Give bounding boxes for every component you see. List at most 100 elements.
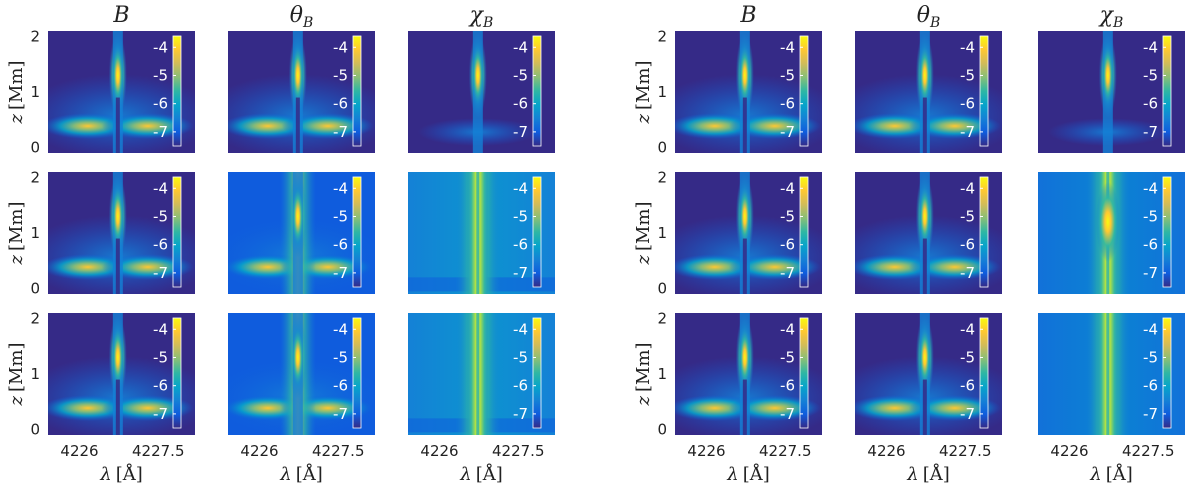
colorbar-tick-label: -6 <box>513 236 528 254</box>
colorbar-tick-label: -7 <box>1143 264 1158 282</box>
heatmap-dark-core <box>115 238 120 294</box>
colorbar <box>799 35 809 147</box>
heatmap-panel-g2-r3-c1 <box>675 313 822 435</box>
colorbar-tick-label: -5 <box>780 66 795 84</box>
x-tick-label: 4227.5 <box>939 442 992 460</box>
colorbar-tick-label: -6 <box>333 95 348 113</box>
colorbar-tick-label: -5 <box>780 348 795 366</box>
colorbar-tick-label: -6 <box>333 236 348 254</box>
heatmap-right-wing <box>728 113 821 140</box>
heatmap-panel-g2-r3-c2 <box>855 313 1002 435</box>
heatmap-panel-g2-r1-c3 <box>1038 31 1185 153</box>
heatmap-panel-g2-r1-c1 <box>675 31 822 153</box>
heatmap-core-bright <box>918 327 931 388</box>
colorbar-tick-label: -6 <box>960 95 975 113</box>
heatmap-dark-core <box>742 379 747 435</box>
colorbar <box>1162 35 1172 147</box>
heatmap-core-bright <box>111 327 124 388</box>
x-tick-label: 4227.5 <box>312 442 365 460</box>
column-title: χB <box>468 3 494 31</box>
heatmap-panel-g2-r2-c2 <box>855 172 1002 294</box>
heatmap-dark-core <box>742 238 747 294</box>
colorbar-tick-label: -5 <box>333 348 348 366</box>
colorbar-tick-label: -7 <box>513 405 528 423</box>
colorbar-tick-label: -6 <box>780 95 795 113</box>
x-tick-label: 4226 <box>867 442 905 460</box>
colorbar-tick-label: -6 <box>1143 95 1158 113</box>
colorbar-tick-label: -5 <box>153 66 168 84</box>
column-title: θB <box>290 3 314 31</box>
y-tick-label: 1 <box>657 224 667 242</box>
colorbar <box>532 35 542 147</box>
colorbar-tick-label: -5 <box>1143 66 1158 84</box>
y-tick-label: 0 <box>657 138 667 156</box>
heatmap-core-bright <box>471 45 484 106</box>
heatmap-right-wing <box>101 113 194 140</box>
colorbar-tick-label: -5 <box>153 348 168 366</box>
colorbar-tick-label: -5 <box>333 66 348 84</box>
heatmap-panel-g2-r2-c1 <box>675 172 822 294</box>
colorbar-tick-label: -6 <box>960 236 975 254</box>
y-tick-label: 0 <box>30 420 40 438</box>
heatmap-panel-g1-r3-c2 <box>228 313 375 435</box>
colorbar-tick-label: -6 <box>153 95 168 113</box>
colorbar-tick-label: -5 <box>513 66 528 84</box>
y-tick-label: 1 <box>30 83 40 101</box>
y-tick-label: 1 <box>657 83 667 101</box>
heatmap-right-wing <box>728 395 821 422</box>
colorbar-tick-label: -7 <box>780 405 795 423</box>
colorbar-tick-label: -4 <box>513 320 528 338</box>
colorbar <box>979 317 989 429</box>
heatmap-core-bright <box>738 186 751 247</box>
x-tick-label: 4227.5 <box>1122 442 1175 460</box>
colorbar-tick-label: -5 <box>513 207 528 225</box>
colorbar-tick-label: -5 <box>1143 207 1158 225</box>
colorbar-tick-label: -4 <box>1143 38 1158 56</box>
heatmap-right-wing <box>281 113 374 140</box>
colorbar-tick-label: -4 <box>780 320 795 338</box>
heatmap-dark-core <box>115 97 120 153</box>
y-axis-label: z[Mm] <box>6 60 27 124</box>
y-axes: 012z[Mm]012z[Mm]012z[Mm]012z[Mm]012z[Mm]… <box>6 28 667 439</box>
colorbar <box>172 317 182 429</box>
heatmap-core-line <box>1106 313 1110 435</box>
x-axis-label: λ [Å] <box>279 463 322 485</box>
colorbar-tick-label: -4 <box>333 38 348 56</box>
colorbar-tick-label: -4 <box>960 38 975 56</box>
colorbar-tick-label: -4 <box>780 38 795 56</box>
y-tick-label: 2 <box>657 169 667 187</box>
y-axis-label: z[Mm] <box>633 201 654 265</box>
colorbar-tick-label: -7 <box>153 123 168 141</box>
x-tick-label: 4226 <box>60 442 98 460</box>
colorbar <box>172 176 182 288</box>
x-axes: 4226 4227.5λ [Å]4226 4227.5λ [Å]4226 4227.5λ[… <box>60 442 1174 485</box>
colorbar-tick-label: -7 <box>513 264 528 282</box>
heatmap-right-wing <box>908 113 1001 140</box>
heatmap-panel-g1-r2-c3 <box>408 172 555 294</box>
colorbar <box>979 176 989 288</box>
colorbar-tick-label: -4 <box>153 38 168 56</box>
heatmap-core-bright <box>111 45 124 106</box>
colorbar-tick-label: -4 <box>333 179 348 197</box>
y-tick-label: 1 <box>30 224 40 242</box>
colorbar-tick-label: -6 <box>1143 377 1158 395</box>
colorbar-tick-label: -7 <box>513 123 528 141</box>
x-tick-label: 4227.5 <box>492 442 545 460</box>
x-tick-label: 4227.5 <box>132 442 185 460</box>
colorbar-tick-label: -4 <box>960 320 975 338</box>
colorbar-tick-label: -7 <box>780 264 795 282</box>
column-title: χB <box>1098 3 1124 31</box>
colorbar <box>352 317 362 429</box>
heatmap-panel-g2-r1-c2 <box>855 31 1002 153</box>
heatmap-right-wing <box>101 395 194 422</box>
heatmap-core-bright <box>738 45 751 106</box>
colorbar-tick-label: -5 <box>960 207 975 225</box>
y-tick-label: 2 <box>657 310 667 328</box>
heatmap-panel-g1-r3-c3 <box>408 313 555 435</box>
heatmap-core-bright <box>291 327 304 388</box>
heatmap-right-wing <box>908 254 1001 281</box>
colorbar-tick-label: -4 <box>513 179 528 197</box>
column-title: B <box>739 3 756 28</box>
heatmap-panel-g1-r1-c2 <box>228 31 375 153</box>
